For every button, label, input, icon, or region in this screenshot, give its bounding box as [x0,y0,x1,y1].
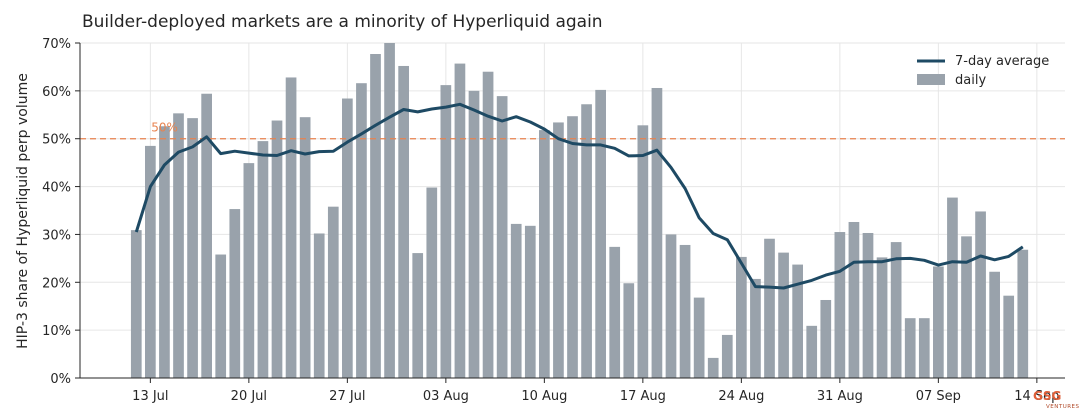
daily-bar [229,209,241,378]
x-tick-label: 07 Sep [916,389,961,404]
x-tick-label: 31 Aug [817,389,863,404]
daily-bar [918,318,930,378]
daily-bar [904,318,916,378]
x-tick-label: 17 Aug [620,389,666,404]
legend-bar-swatch [917,74,945,85]
brand-logo-subtext: VENTURES [1046,404,1080,410]
daily-bar [496,96,508,378]
x-tick-label: 20 Jul [231,389,267,404]
daily-bar [721,334,733,378]
daily-bar [159,126,170,379]
daily-bar [482,71,494,378]
y-tick-label: 20% [42,276,71,291]
daily-bar [764,238,775,378]
daily-bar [848,221,860,378]
y-tick-label: 0% [50,372,71,387]
daily-bars [130,43,1029,379]
daily-bar [356,83,367,378]
daily-bar [693,297,705,378]
x-tick-label: 10 Aug [521,389,567,404]
x-tick-label: 14 Sep [1014,389,1059,404]
daily-bar [933,266,944,378]
legend: 7-day average daily [917,54,1049,88]
y-tick-label: 70% [42,37,71,52]
y-tick-label: 50% [42,133,71,148]
daily-bar [609,246,621,378]
daily-bar [820,299,832,378]
daily-bar [187,118,198,378]
y-tick-label: 10% [42,324,71,339]
daily-bar [792,264,803,378]
y-tick-label: 40% [42,181,71,196]
daily-bar [975,211,986,378]
daily-bar [426,187,438,378]
daily-bar [890,242,902,378]
y-axis-title: HIP-3 share of Hyperliquid perp volume [15,73,31,349]
daily-bar [271,120,283,379]
daily-bar [834,232,846,378]
daily-bar [342,98,353,378]
y-tick-label: 30% [42,228,71,243]
daily-bar [201,93,212,378]
daily-bar [285,77,297,378]
daily-bar [524,225,536,378]
daily-bar [806,325,818,378]
daily-bar [567,116,578,378]
daily-bar [173,113,184,378]
daily-bar [313,233,325,378]
x-tick-label: 24 Aug [718,389,764,404]
x-tick-label: 13 Jul [132,389,168,404]
daily-bar [876,257,888,378]
x-tick-label: 27 Jul [329,389,365,404]
daily-bar [539,130,550,378]
daily-bar [454,63,466,378]
daily-bar [750,278,761,378]
daily-bar [1017,249,1029,378]
daily-bar [989,271,1000,378]
y-axis-ticks: 0% 10% 20% 30% 40% 50% 60% 70% [42,37,80,387]
x-tick-label: 03 Aug [423,389,469,404]
axes [79,43,1065,379]
daily-bar [623,283,635,378]
daily-bar [595,89,606,379]
daily-bar [707,357,719,378]
daily-bar [468,90,480,378]
daily-bar [299,117,311,378]
reference-line-label: 50% [151,121,178,135]
daily-bar [130,230,142,378]
brand-logo-text: GSG [1033,389,1061,403]
daily-bar [778,252,789,378]
daily-bar [412,253,424,378]
daily-bar [215,254,227,378]
daily-bar [384,43,395,378]
daily-bar [637,125,649,378]
daily-bar [145,145,156,378]
x-axis-ticks: 13 Jul 20 Jul 27 Jul 03 Aug 10 Aug 17 Aug 24 A… [132,378,1059,404]
daily-bar [370,54,381,378]
daily-bar [1003,295,1015,378]
daily-bar [398,65,409,378]
daily-bar [961,236,972,378]
daily-bar [553,122,564,378]
daily-bar [947,197,958,378]
daily-bar [327,206,339,378]
daily-bar [440,85,452,378]
daily-bar [243,163,255,378]
daily-bar [862,232,874,378]
daily-bar [736,256,747,378]
daily-bar [651,87,663,378]
seven-day-average-line [134,102,1024,290]
daily-bar [257,141,269,378]
y-tick-label: 60% [42,85,71,100]
legend-label-average: 7-day average [955,54,1049,69]
daily-bar [510,223,522,378]
chart-title: Builder-deployed markets are a minority … [82,12,603,32]
daily-bar [581,104,592,378]
brand-logo: GSG VENTURES [1033,389,1080,410]
daily-bar [665,234,677,378]
daily-bar [679,244,691,378]
legend-label-daily: daily [955,73,986,88]
